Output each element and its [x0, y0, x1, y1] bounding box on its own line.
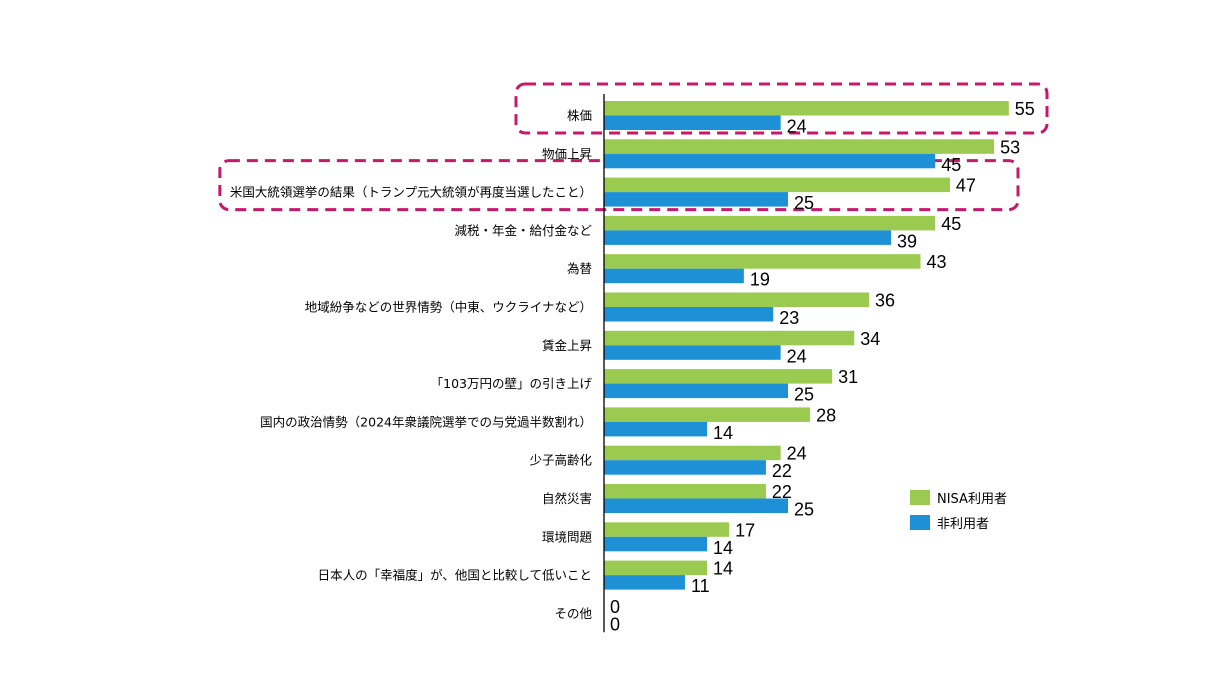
bar-nisa	[604, 101, 1009, 116]
bar-nisa	[604, 522, 730, 537]
value-label-nisa: 0	[610, 597, 620, 617]
value-label-nisa: 45	[941, 214, 961, 234]
bar-nisa	[604, 292, 869, 307]
value-label-non-user: 25	[794, 500, 814, 520]
value-label-non-user: 0	[610, 614, 620, 634]
bar-nisa	[604, 369, 833, 384]
category-label: 地域紛争などの世界情勢（中東、ウクライナなど）	[305, 300, 592, 315]
value-label-non-user: 14	[713, 538, 733, 558]
value-label-nisa: 22	[772, 482, 792, 502]
bar-non-user	[604, 383, 788, 399]
value-label-non-user: 23	[779, 308, 799, 328]
category-label: 国内の政治情勢（2024年衆議院選挙での与党過半数割れ）	[260, 414, 592, 429]
bar-nisa	[604, 177, 950, 193]
value-label-nisa: 43	[926, 252, 946, 272]
value-label-nisa: 28	[816, 405, 836, 425]
bars-group	[604, 101, 1009, 590]
value-label-non-user: 45	[941, 155, 961, 175]
value-label-non-user: 19	[750, 270, 770, 290]
category-label: 少子高齢化	[529, 453, 592, 468]
category-label: 減税・年金・給付金など	[454, 223, 592, 238]
value-label-nisa: 24	[787, 444, 807, 464]
bar-nisa	[604, 330, 855, 346]
value-label-nisa: 31	[838, 367, 858, 387]
value-label-non-user: 25	[794, 385, 814, 405]
category-label: 「103万円の壁」の引き上げ	[431, 376, 593, 391]
value-label-nisa: 47	[956, 176, 976, 196]
value-label-non-user: 22	[772, 461, 792, 481]
value-label-nisa: 53	[1000, 137, 1020, 157]
value-label-nisa: 36	[875, 291, 895, 311]
legend-swatch-non-user	[910, 515, 930, 530]
bar-non-user	[604, 307, 774, 322]
value-label-nisa: 55	[1015, 99, 1035, 119]
category-label: 環境問題	[542, 529, 593, 544]
legend: NISA利用者 非利用者	[910, 490, 1007, 532]
value-label-non-user: 11	[691, 576, 710, 596]
bar-non-user	[604, 153, 936, 169]
legend-swatch-nisa	[910, 490, 930, 505]
legend-label-nisa: NISA利用者	[937, 492, 1007, 507]
value-labels: 5524534547254539431936233424312528142422…	[610, 99, 1035, 634]
bar-non-user	[604, 536, 708, 552]
category-label: 自然災害	[542, 491, 592, 506]
category-label: その他	[554, 606, 592, 621]
bar-nisa	[604, 407, 811, 422]
category-label: 為替	[567, 261, 593, 276]
value-label-non-user: 25	[794, 193, 814, 213]
category-label: 日本人の「幸福度」が、他国と比較して低いこと	[318, 568, 592, 583]
bar-non-user	[604, 575, 685, 590]
bar-non-user	[604, 421, 708, 437]
value-label-nisa: 14	[713, 559, 733, 579]
value-label-non-user: 39	[897, 231, 917, 251]
bar-non-user	[604, 345, 781, 360]
value-label-non-user: 14	[713, 423, 733, 443]
bar-nisa	[604, 139, 995, 154]
bar-nisa	[604, 215, 936, 231]
highlight-boxes	[218, 82, 1049, 212]
bar-nisa	[604, 560, 708, 576]
value-label-nisa: 34	[860, 329, 880, 349]
category-label: 株価	[567, 108, 592, 123]
bar-nisa	[604, 445, 781, 461]
bar-non-user	[604, 192, 788, 207]
bar-non-user	[604, 268, 744, 284]
bar-non-user	[604, 230, 892, 245]
value-label-non-user: 24	[787, 346, 807, 366]
bar-non-user	[604, 498, 788, 513]
bar-nisa	[604, 484, 766, 499]
bar-non-user	[604, 460, 766, 475]
category-label: 米国大統領選挙の結果（トランプ元大統領が再度当選したこと）	[230, 185, 592, 200]
highlight-box	[514, 82, 1049, 135]
category-label: 物価上昇	[542, 146, 592, 161]
value-label-non-user: 24	[787, 117, 807, 137]
category-label: 賃金上昇	[542, 338, 592, 353]
bar-nisa	[604, 254, 921, 269]
legend-label-non-user: 非利用者	[937, 517, 989, 532]
highlight-box	[218, 159, 1020, 212]
bar-non-user	[604, 115, 781, 130]
value-label-nisa: 17	[735, 520, 755, 540]
